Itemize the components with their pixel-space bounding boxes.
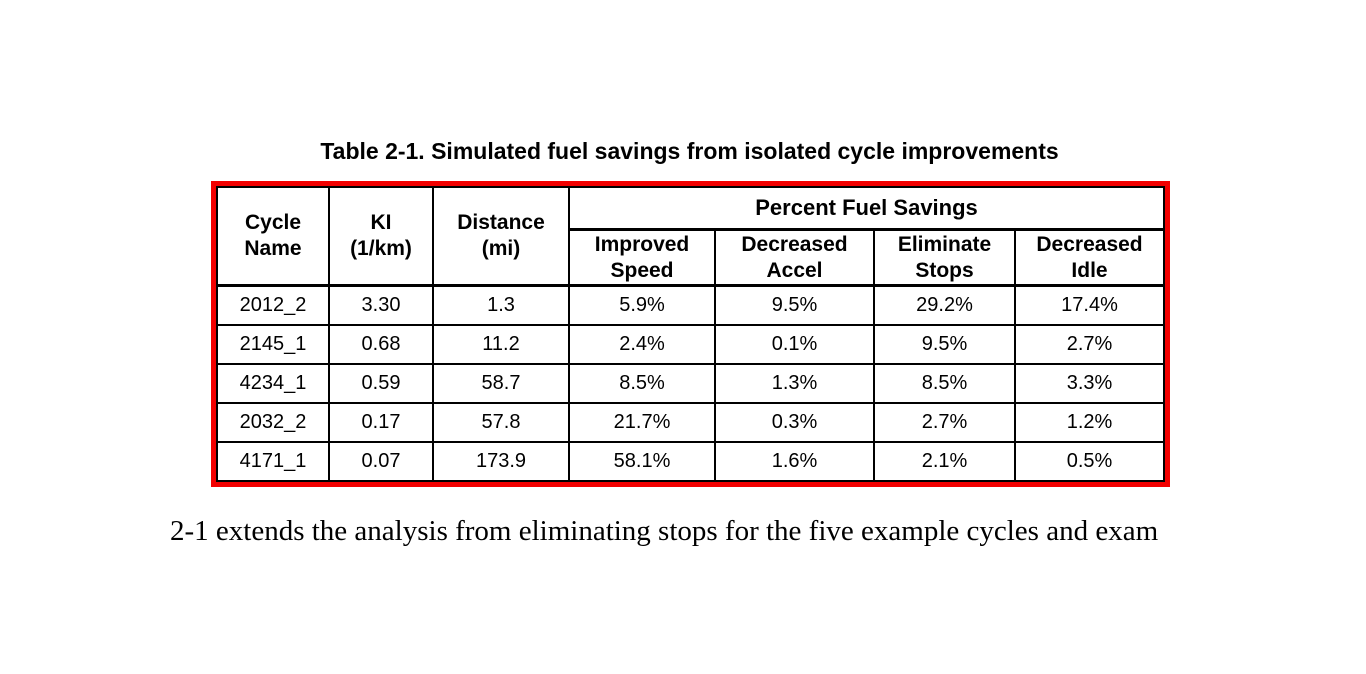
col-header-ki: KI (1/km) <box>328 186 434 287</box>
cell-cycle-name: 4234_1 <box>216 362 330 404</box>
table-row: 2032_2 0.17 57.8 21.7% 0.3% 2.7% 1.2% <box>216 401 1166 443</box>
cell-ki: 3.30 <box>328 284 434 326</box>
header-line: Cycle <box>244 211 302 234</box>
cell-decreased-accel: 0.3% <box>714 401 875 443</box>
cell-decreased-idle: 0.5% <box>1013 440 1166 482</box>
cell-ki: 0.07 <box>328 440 434 482</box>
header-line: Speed <box>610 258 674 282</box>
cell-distance: 57.8 <box>432 401 570 443</box>
header-line: KI <box>370 211 392 234</box>
cell-cycle-name: 2012_2 <box>216 284 330 326</box>
group-header-row: Cycle Name KI (1/km) Distance (mi) Perce… <box>216 186 1166 287</box>
cell-eliminate-stops: 8.5% <box>873 362 1016 404</box>
cell-decreased-accel: 0.1% <box>714 323 875 365</box>
cell-improved-speed: 8.5% <box>568 362 716 404</box>
col-header-improved-speed: Improved Speed <box>568 228 716 287</box>
header-line: Eliminate <box>897 232 992 256</box>
cell-improved-speed: 21.7% <box>568 401 716 443</box>
cell-decreased-accel: 9.5% <box>714 284 875 326</box>
cell-eliminate-stops: 2.7% <box>873 401 1016 443</box>
cell-ki: 0.59 <box>328 362 434 404</box>
cell-decreased-idle: 1.2% <box>1013 401 1166 443</box>
cell-improved-speed: 58.1% <box>568 440 716 482</box>
header-line: Idle <box>1071 258 1108 282</box>
cell-distance: 11.2 <box>432 323 570 365</box>
header-line: (mi) <box>481 237 521 260</box>
table-frame: Cycle Name KI (1/km) Distance (mi) Perce… <box>211 181 1171 487</box>
col-header-cycle-name: Cycle Name <box>216 186 330 287</box>
cell-eliminate-stops: 2.1% <box>873 440 1016 482</box>
sub-header-row: Improved Speed Decreased Accel Eliminate… <box>217 228 1166 287</box>
cell-decreased-accel: 1.3% <box>714 362 875 404</box>
cell-distance: 58.7 <box>432 362 570 404</box>
fuel-savings-table: Cycle Name KI (1/km) Distance (mi) Perce… <box>216 186 1166 482</box>
cell-cycle-name: 2032_2 <box>216 401 330 443</box>
header-line: Improved <box>594 232 690 256</box>
cell-cycle-name: 4171_1 <box>216 440 330 482</box>
cell-improved-speed: 5.9% <box>568 284 716 326</box>
cell-ki: 0.17 <box>328 401 434 443</box>
cell-decreased-idle: 3.3% <box>1013 362 1166 404</box>
cell-eliminate-stops: 9.5% <box>873 323 1016 365</box>
header-line: Decreased <box>1036 232 1143 256</box>
col-group-header-percent-fuel-savings: Percent Fuel Savings <box>567 186 1166 231</box>
header-line: (1/km) <box>350 237 412 260</box>
cell-decreased-accel: 1.6% <box>714 440 875 482</box>
header-line: Distance <box>457 211 545 234</box>
col-header-distance: Distance (mi) <box>432 186 570 287</box>
table-title: Table 2-1. Simulated fuel savings from i… <box>320 138 1059 164</box>
cell-decreased-idle: 2.7% <box>1013 323 1166 365</box>
table-row: 2145_1 0.68 11.2 2.4% 0.1% 9.5% 2.7% <box>216 323 1166 365</box>
cell-eliminate-stops: 29.2% <box>873 284 1016 326</box>
header-line: Accel <box>766 258 823 282</box>
cell-improved-speed: 2.4% <box>568 323 716 365</box>
body-text: 2-1 extends the analysis from eliminatin… <box>170 515 1159 547</box>
table-row: 4234_1 0.59 58.7 8.5% 1.3% 8.5% 3.3% <box>216 362 1166 404</box>
cell-distance: 173.9 <box>432 440 570 482</box>
header-line: Name <box>244 237 302 260</box>
col-header-decreased-accel: Decreased Accel <box>714 228 875 287</box>
col-header-eliminate-stops: Eliminate Stops <box>873 228 1016 287</box>
cell-cycle-name: 2145_1 <box>216 323 330 365</box>
cell-decreased-idle: 17.4% <box>1013 284 1166 326</box>
cell-distance: 1.3 <box>432 284 570 326</box>
cell-ki: 0.68 <box>328 323 434 365</box>
header-line: Stops <box>915 258 974 282</box>
table-row: 2012_2 3.30 1.3 5.9% 9.5% 29.2% 17.4% <box>216 284 1166 326</box>
table-row: 4171_1 0.07 173.9 58.1% 1.6% 2.1% 0.5% <box>216 440 1166 482</box>
col-header-decreased-idle: Decreased Idle <box>1013 228 1166 287</box>
header-line: Decreased <box>741 232 848 256</box>
